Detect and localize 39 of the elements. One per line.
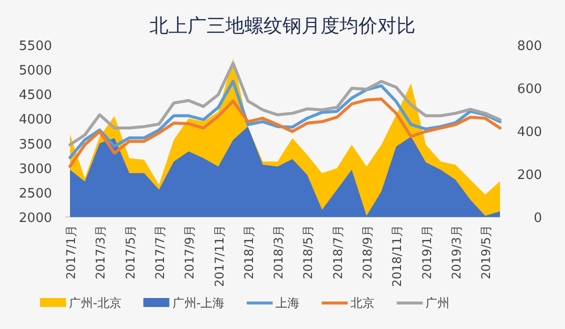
x-tick-label: 2018/1月 (242, 225, 256, 280)
y-tick-label: 4500 (18, 88, 52, 104)
legend-广州-上海: 广州-上海 (143, 296, 225, 310)
y2-tick-label: 0 (534, 211, 542, 226)
x-tick-label: 2018/3月 (272, 225, 286, 280)
y-tick-label: 5000 (18, 64, 52, 79)
legend-label: 上海 (276, 296, 300, 310)
x-tick-label: 2018/11月 (390, 225, 404, 287)
x-tick-label: 2019/5月 (479, 225, 494, 280)
legend-label: 广州 (426, 296, 450, 310)
x-tick-label: 2017/3月 (94, 225, 108, 280)
x-tick-label: 2018/9月 (360, 225, 375, 280)
legend-广州: 广州 (396, 296, 450, 310)
x-tick-label: 2017/5月 (123, 225, 138, 280)
x-tick-label: 2017/11月 (212, 225, 226, 287)
x-tick-label: 2017/7月 (152, 225, 167, 280)
y2-tick-label: 600 (517, 82, 542, 97)
x-tick-label: 2019/3月 (450, 225, 464, 280)
x-tick-label: 2018/5月 (301, 225, 316, 280)
chart-title: 北上广三地螺纹钢月度均价对比 (150, 15, 416, 37)
y-tick-label: 3500 (18, 137, 52, 152)
y2-tick-label: 800 (517, 39, 542, 54)
legend-上海: 上海 (246, 296, 300, 310)
legend-广州-北京: 广州-北京 (40, 296, 122, 310)
legend-label: 北京 (350, 296, 375, 310)
y2-tick-label: 200 (517, 168, 542, 183)
y-tick-label: 3000 (18, 162, 52, 177)
x-tick-label: 2018/7月 (330, 225, 345, 280)
y-tick-label: 4000 (18, 112, 52, 128)
y2-tick-label: 400 (517, 125, 542, 140)
x-tick-label: 2017/9月 (182, 225, 197, 280)
y-tick-label: 5500 (18, 39, 52, 54)
legend-北京: 北京 (322, 296, 375, 310)
legend-label: 广州-北京 (69, 296, 122, 310)
x-tick-label: 2017/1月 (64, 225, 78, 280)
y-tick-label: 2000 (18, 211, 52, 226)
x-tick-label: 2019/1月 (420, 225, 434, 280)
y-tick-label: 2500 (18, 186, 52, 202)
legend-label: 广州-上海 (172, 296, 225, 310)
